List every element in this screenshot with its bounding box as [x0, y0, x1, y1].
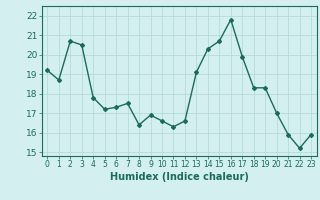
X-axis label: Humidex (Indice chaleur): Humidex (Indice chaleur)	[110, 172, 249, 182]
